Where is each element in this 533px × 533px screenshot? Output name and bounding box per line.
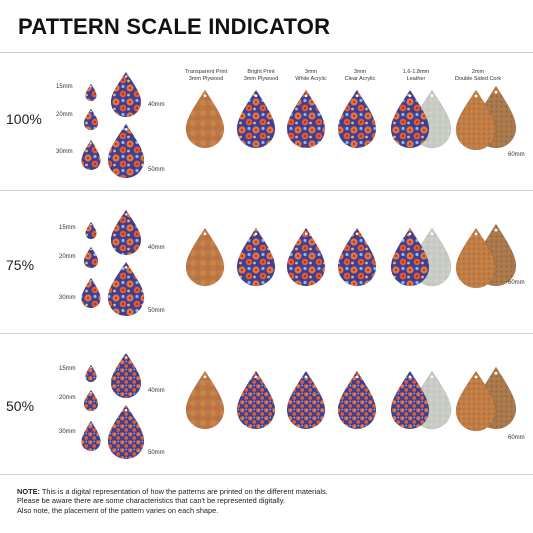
- size-label-15: 15mm: [56, 84, 73, 90]
- earring-cork: [455, 227, 497, 289]
- section-divider: [0, 52, 533, 53]
- earring-size-15: [85, 221, 97, 240]
- earring-cork: [455, 89, 497, 151]
- earring-white-acrylic: [286, 89, 326, 149]
- earring-size-40: [110, 352, 142, 399]
- material-label: 3mm White Acrylic: [295, 69, 327, 82]
- size-label-60: 60mm: [508, 152, 525, 158]
- earring-transparent-plywood: [185, 227, 225, 287]
- earring-clear-acrylic: [337, 89, 377, 149]
- earring-size-40: [110, 71, 142, 118]
- size-label-40: 40mm: [148, 102, 165, 108]
- earring-cork: [455, 370, 497, 432]
- material-label: 1.6-1.8mm Leather: [402, 69, 430, 82]
- section-divider: [0, 333, 533, 334]
- material-label: 2mm Double Sided Cork: [454, 69, 502, 82]
- earring-transparent-plywood: [185, 89, 225, 149]
- earring-size-50: [107, 123, 145, 179]
- material-label: 3mm Clear Acrylic: [344, 69, 376, 82]
- note-label: NOTE:: [17, 487, 40, 496]
- earring-size-50: [107, 261, 145, 317]
- note-line-1: This is a digital representation of how …: [40, 487, 328, 496]
- disclaimer-note: NOTE: This is a digital representation o…: [17, 487, 527, 515]
- earring-leather: [390, 227, 430, 287]
- earring-size-30: [81, 277, 101, 309]
- size-label-20: 20mm: [56, 112, 73, 118]
- material-label: Bright Print 3mm Plywood: [243, 69, 279, 82]
- size-label-50: 50mm: [148, 450, 165, 456]
- earring-clear-acrylic: [337, 370, 377, 430]
- scale-label-100: 100%: [6, 111, 42, 127]
- earring-white-acrylic: [286, 227, 326, 287]
- earring-leather: [390, 370, 430, 430]
- size-label-30: 30mm: [56, 149, 73, 155]
- earring-white-acrylic: [286, 370, 326, 430]
- earring-size-20: [83, 389, 99, 412]
- earring-bright-plywood: [236, 370, 276, 430]
- section-divider: [0, 474, 533, 475]
- size-label-15: 15mm: [59, 225, 76, 231]
- earring-bright-plywood: [236, 227, 276, 287]
- earring-bright-plywood: [236, 89, 276, 149]
- earring-transparent-plywood: [185, 370, 225, 430]
- size-label-50: 50mm: [148, 167, 165, 173]
- earring-size-30: [81, 420, 101, 452]
- note-line-2: Please be aware there are some character…: [17, 496, 285, 506]
- size-label-60: 60mm: [508, 435, 525, 441]
- earring-clear-acrylic: [337, 227, 377, 287]
- earring-size-20: [83, 246, 99, 269]
- size-label-15: 15mm: [59, 366, 76, 372]
- scale-label-50: 50%: [6, 398, 35, 414]
- earring-size-15: [85, 364, 97, 383]
- earring-leather: [390, 89, 430, 149]
- size-label-40: 40mm: [148, 245, 165, 251]
- size-label-50: 50mm: [148, 308, 165, 314]
- size-label-20: 20mm: [59, 254, 76, 260]
- material-label: Transparent Print 3mm Plywood: [184, 69, 228, 82]
- size-label-40: 40mm: [148, 388, 165, 394]
- earring-size-20: [83, 108, 99, 131]
- size-label-30: 30mm: [59, 295, 76, 301]
- section-divider: [0, 190, 533, 191]
- size-label-20: 20mm: [59, 395, 76, 401]
- earring-size-30: [81, 139, 101, 171]
- size-label-60: 60mm: [508, 280, 525, 286]
- scale-label-75: 75%: [6, 257, 35, 273]
- earring-size-50: [107, 404, 145, 460]
- earring-size-40: [110, 209, 142, 256]
- earring-size-15: [85, 83, 97, 102]
- page-title: PATTERN SCALE INDICATOR: [18, 14, 331, 39]
- size-label-30: 30mm: [59, 429, 76, 435]
- note-line-3: Also note, the placement of the pattern …: [17, 505, 219, 515]
